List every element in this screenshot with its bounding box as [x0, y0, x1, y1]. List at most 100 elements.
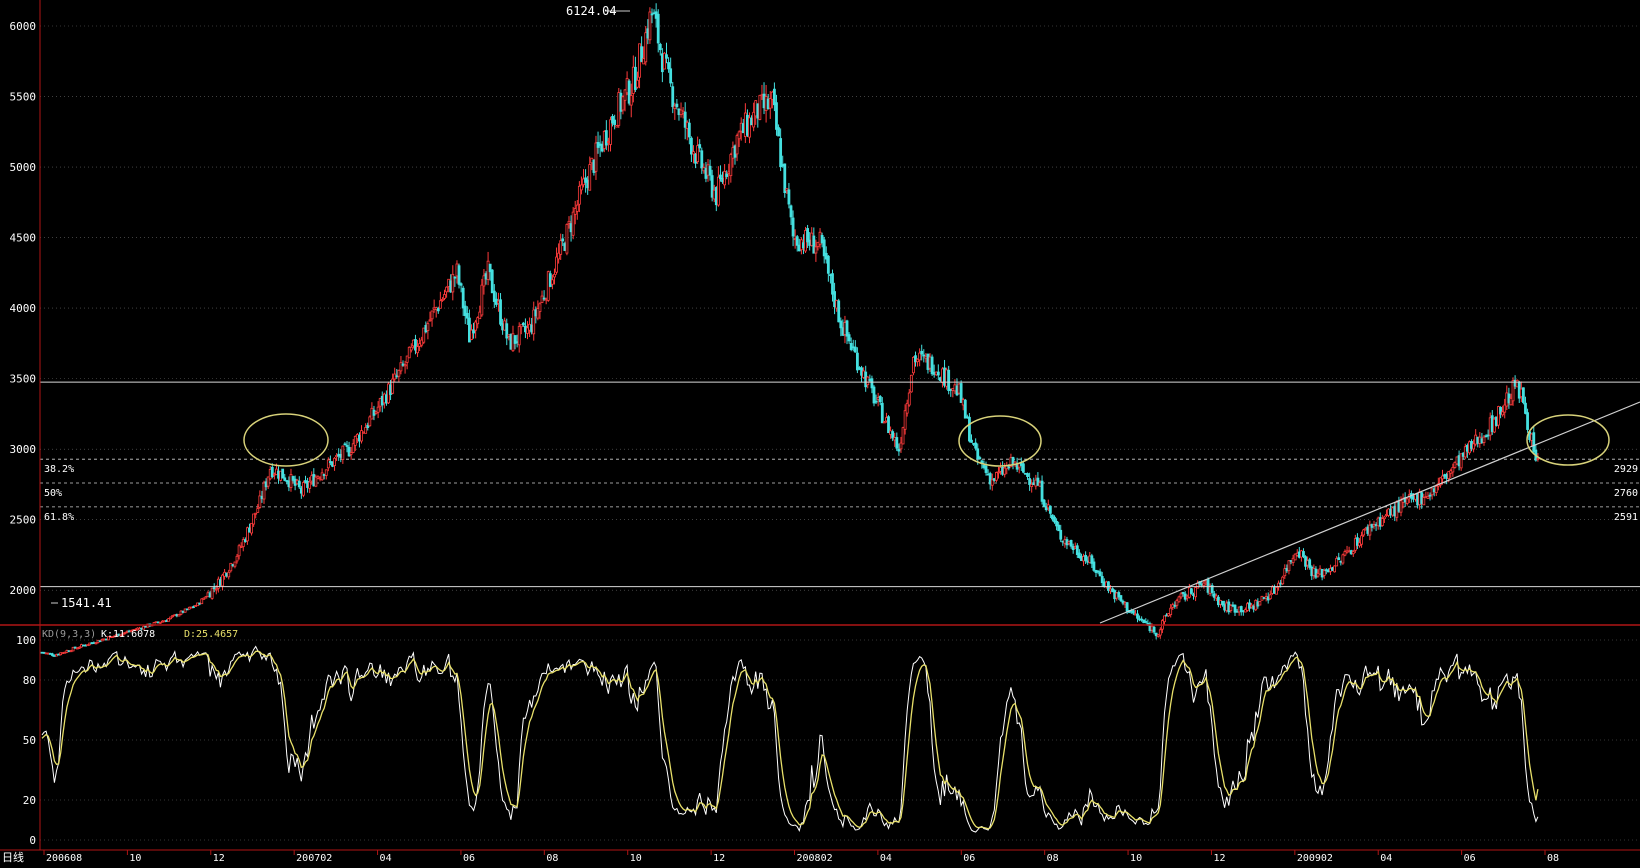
fibonacci-value-label: 2591 [1614, 512, 1638, 523]
candle-up [1426, 495, 1430, 499]
candle-down [1026, 473, 1029, 477]
candle-down [690, 137, 693, 155]
grid-layer [40, 25, 1640, 841]
candle-up [266, 476, 270, 487]
candle-up [314, 476, 318, 487]
candle-down [613, 119, 617, 125]
candle-down [521, 322, 525, 326]
candle-down [687, 122, 691, 138]
candle-up [1351, 551, 1355, 555]
candle-up [918, 352, 922, 361]
candle-up [158, 621, 162, 624]
candle-up [1175, 600, 1179, 606]
candle-up [565, 224, 569, 254]
candle-up [391, 378, 395, 394]
candle-up [1158, 629, 1162, 636]
candle-up [912, 356, 915, 374]
candle-up [407, 346, 411, 359]
candle-down [710, 175, 714, 198]
candle-down [671, 86, 675, 108]
candle-down [887, 416, 890, 434]
target-ellipse [1526, 414, 1610, 466]
candle-up [1447, 471, 1451, 480]
consolidation-ellipse [243, 413, 329, 467]
candle-up [580, 184, 583, 191]
candle-down [795, 236, 799, 246]
price-tick-label: 3000 [10, 443, 37, 456]
candles-layer [40, 3, 1540, 657]
candle-down [542, 297, 546, 300]
candle-up [324, 469, 328, 476]
price-tick-label: 5000 [10, 161, 37, 174]
candle-up [752, 111, 756, 128]
candle-up [121, 632, 125, 636]
candle-down [968, 416, 971, 442]
x-tick-label: 08 [546, 853, 558, 863]
candle-down [490, 269, 494, 294]
candle-up [644, 32, 648, 63]
candle-up [577, 185, 581, 205]
fibonacci-layer: 38.2% 2929 50% 2760 61.8% 2591 [40, 458, 1640, 523]
candle-up [723, 170, 727, 186]
candle-up [351, 443, 355, 453]
candle-up [1322, 570, 1326, 576]
candle-up [1268, 594, 1272, 600]
candle-up [443, 294, 446, 299]
candle-up [609, 119, 612, 145]
candle-up [1333, 565, 1336, 573]
candle-up [326, 459, 330, 469]
candle-down [675, 103, 679, 108]
fibonacci-value-label: 2929 [1614, 464, 1638, 475]
candle-up [353, 435, 357, 446]
candle-down [192, 606, 195, 609]
candle-down [463, 305, 467, 317]
candle-down [837, 300, 841, 323]
candle-up [113, 635, 117, 638]
candle-up [221, 574, 224, 587]
candle-up [409, 346, 413, 351]
candle-up [748, 117, 751, 138]
candle-down [457, 265, 461, 285]
candle-down [1239, 606, 1243, 613]
candle-down [1053, 516, 1056, 523]
candle-down [1522, 387, 1525, 403]
candle-down [1221, 600, 1224, 606]
candle-up [594, 142, 598, 172]
x-tick-label: 12 [213, 853, 225, 863]
candle-down [492, 290, 496, 302]
candle-up [289, 474, 293, 488]
candle-down [897, 448, 901, 452]
candle-up [1341, 554, 1345, 564]
candle-down [345, 445, 349, 447]
candle-down [1084, 554, 1088, 561]
candle-down [978, 457, 982, 460]
candle-up [550, 279, 554, 285]
candle-up [316, 476, 320, 479]
candle-up [555, 256, 558, 273]
candle-down [895, 437, 899, 449]
candle-up [907, 392, 911, 406]
candle-up [368, 416, 372, 427]
candle-down [775, 102, 778, 130]
x-tick-label: 06 [463, 853, 475, 863]
candle-up [1250, 604, 1254, 608]
candle-down [633, 66, 637, 90]
candle-up [167, 618, 170, 622]
candle-up [416, 346, 419, 354]
candle-down [719, 174, 722, 180]
high-annotation: 6124.04 [566, 4, 617, 18]
candle-down [50, 653, 54, 656]
candle-down [791, 217, 795, 237]
candle-up [106, 636, 110, 641]
x-tick-label: 10 [129, 853, 141, 863]
kd-k-line [41, 645, 1539, 833]
candle-up [1434, 485, 1438, 494]
x-tick-label: 08 [1047, 853, 1059, 863]
candle-down [1069, 539, 1073, 547]
candle-up [532, 309, 536, 335]
candle-down [874, 400, 878, 403]
x-tick-label: 08 [1547, 853, 1559, 863]
candle-up [246, 527, 249, 542]
candle-down [833, 291, 836, 308]
candle-up [119, 634, 123, 637]
